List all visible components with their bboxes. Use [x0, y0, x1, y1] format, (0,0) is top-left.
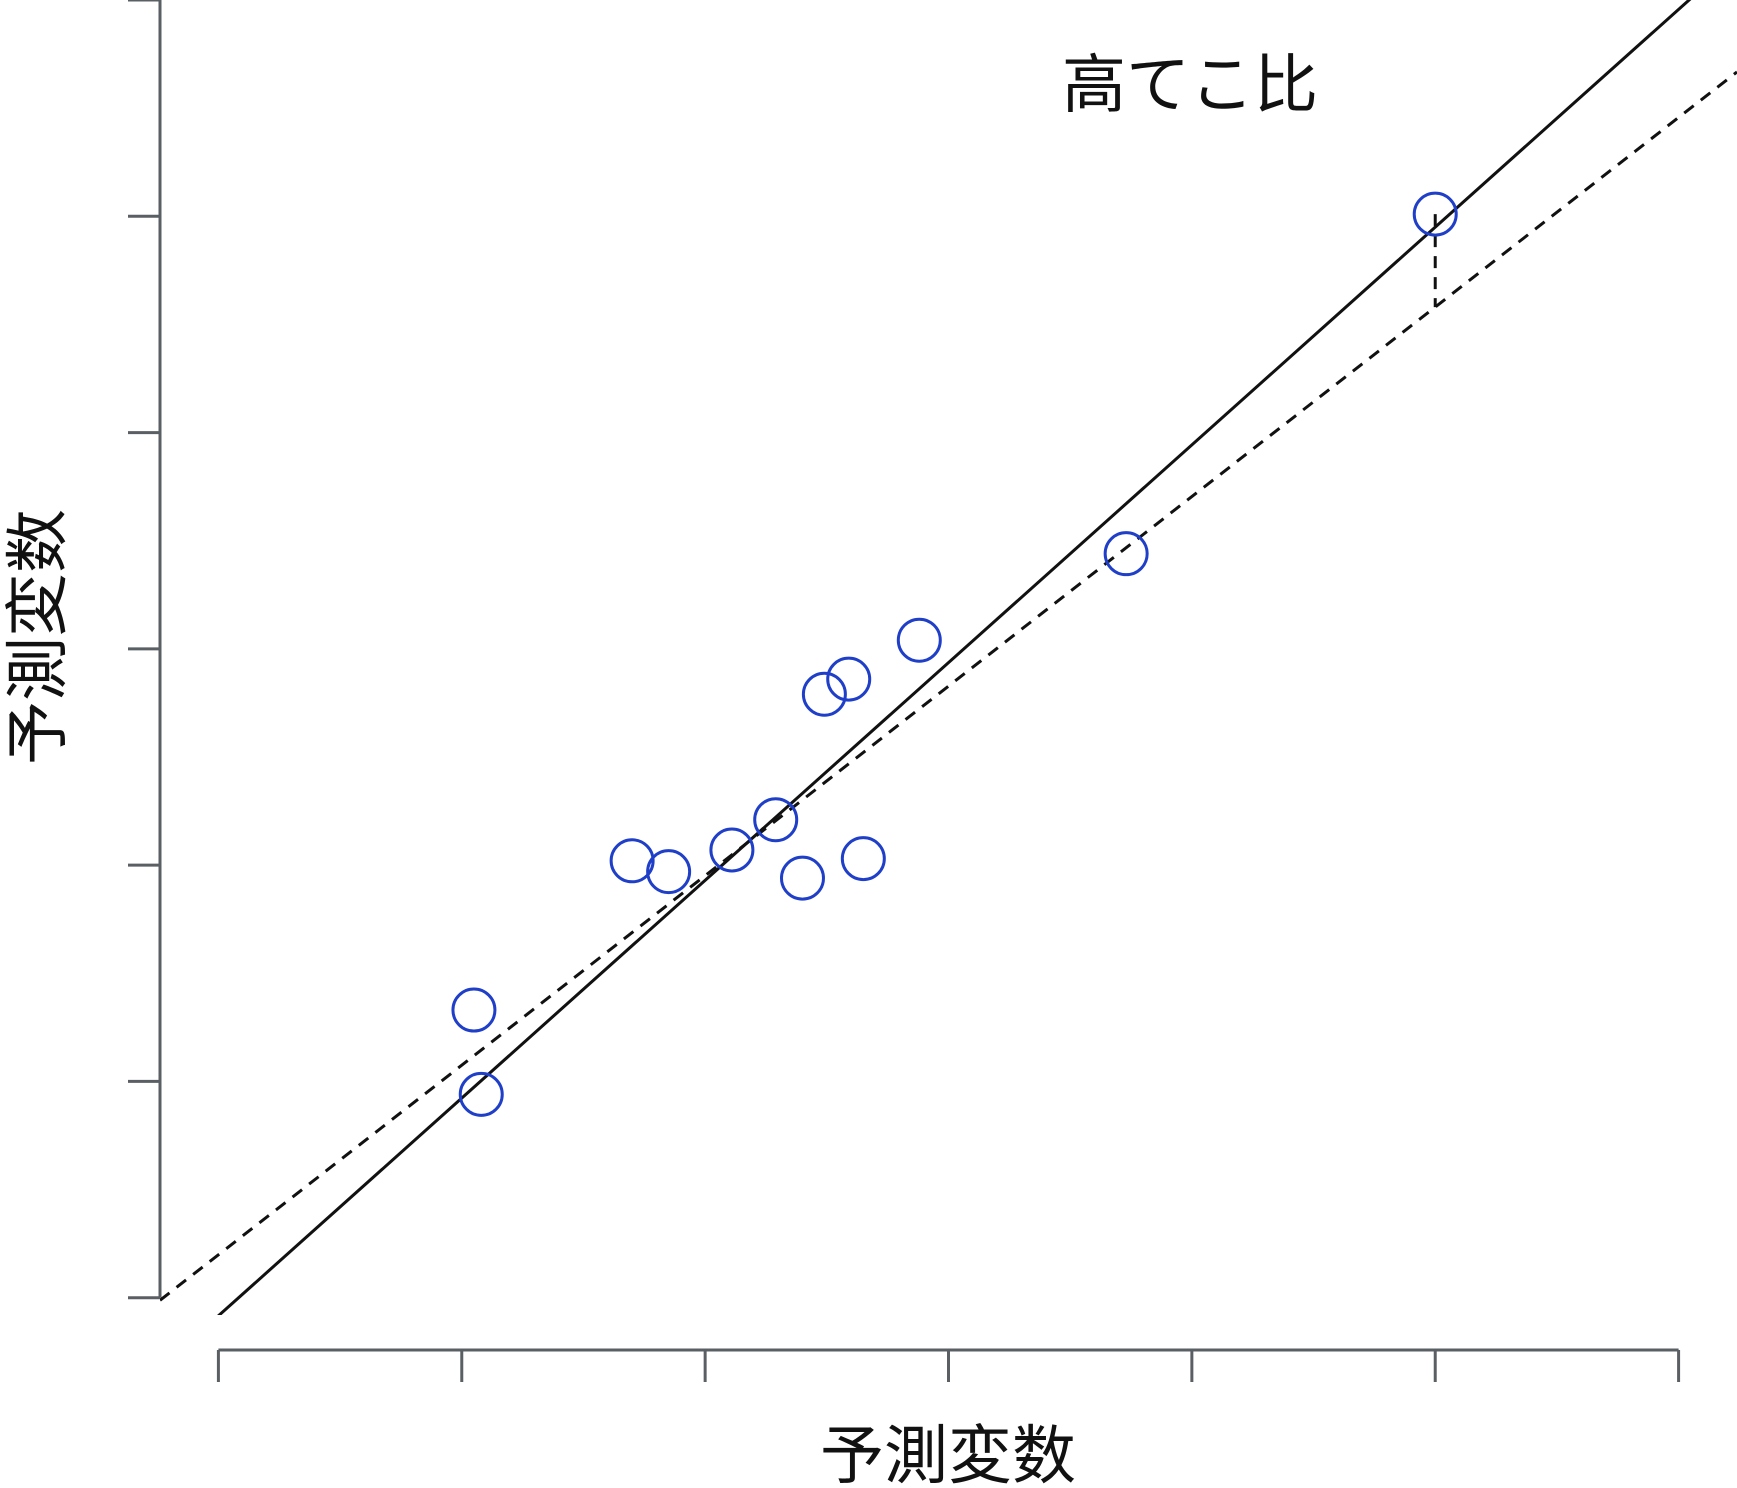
axes — [128, 0, 1681, 1382]
regression-line-without-high-leverage — [160, 70, 1737, 1302]
data-point — [646, 849, 692, 895]
data-point — [458, 1071, 504, 1117]
x-axis-label: 予測変数 — [820, 1420, 1076, 1488]
fit-lines — [160, 0, 1737, 1315]
data-point — [709, 827, 755, 873]
y-axis-label: 予測変数 — [2, 509, 76, 765]
data-point — [1412, 191, 1458, 237]
data-points — [451, 191, 1458, 1117]
data-point — [840, 836, 886, 882]
data-point — [801, 671, 847, 717]
data-point — [451, 987, 497, 1033]
chart-title: 高てこ比 — [1062, 49, 1318, 123]
data-point — [826, 656, 872, 702]
regression-line-all-points — [217, 0, 1692, 1315]
data-point — [609, 838, 655, 884]
data-point — [1103, 531, 1149, 577]
data-point — [753, 797, 799, 843]
data-point — [896, 617, 942, 663]
data-point — [779, 855, 825, 901]
